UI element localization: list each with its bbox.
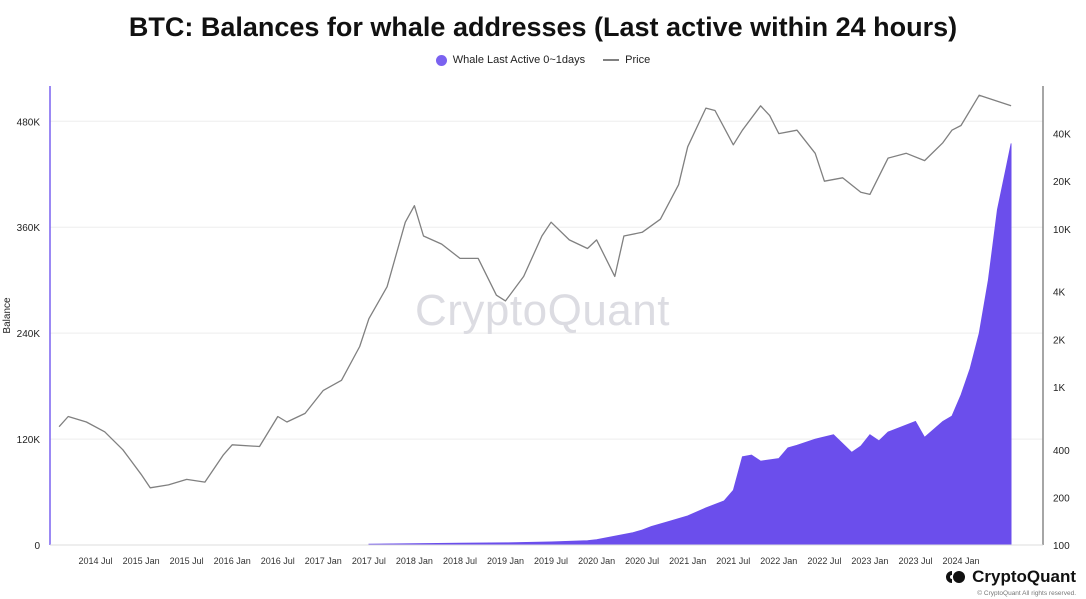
legend: Whale Last Active 0~1days Price bbox=[0, 54, 1086, 66]
x-tick-label: 2017 Jul bbox=[352, 556, 386, 566]
x-tick-label: 2014 Jul bbox=[79, 556, 113, 566]
x-tick-label: 2016 Jul bbox=[261, 556, 295, 566]
brand-name: CryptoQuant bbox=[972, 567, 1076, 586]
x-tick-label: 2016 Jan bbox=[214, 556, 251, 566]
x-tick-label: 2024 Jan bbox=[942, 556, 979, 566]
legend-label-price: Price bbox=[625, 54, 651, 66]
x-tick-label: 2023 Jul bbox=[898, 556, 932, 566]
x-tick-label: 2017 Jan bbox=[305, 556, 342, 566]
y-right-tick-label: 200 bbox=[1053, 493, 1070, 504]
legend-item-price[interactable]: Price bbox=[603, 54, 650, 66]
y-right-tick-label: 20K bbox=[1053, 177, 1071, 188]
x-tick-label: 2015 Jan bbox=[123, 556, 160, 566]
y-left-tick-label: 0 bbox=[34, 541, 40, 552]
copyright-text: © CryptoQuant All rights reserved. bbox=[977, 590, 1076, 597]
legend-item-whale[interactable]: Whale Last Active 0~1days bbox=[435, 54, 586, 66]
brand-logo: CryptoQuant bbox=[943, 567, 1076, 587]
x-tick-label: 2022 Jul bbox=[807, 556, 841, 566]
x-tick-label: 2023 Jan bbox=[851, 556, 888, 566]
y-left-tick-label: 120K bbox=[17, 435, 41, 446]
x-tick-label: 2015 Jul bbox=[170, 556, 204, 566]
series-price-line bbox=[58, 94, 1012, 489]
legend-label-whale: Whale Last Active 0~1days bbox=[452, 54, 586, 66]
y-right-tick-label: 100 bbox=[1053, 541, 1070, 552]
price-line bbox=[58, 94, 1012, 489]
y-axis-title: Balance bbox=[2, 297, 13, 334]
x-tick-label: 2022 Jan bbox=[760, 556, 797, 566]
x-tick-label: 2021 Jan bbox=[669, 556, 706, 566]
chart-title: BTC: Balances for whale addresses (Last … bbox=[128, 12, 958, 42]
y-right-tick-label: 4K bbox=[1053, 288, 1066, 299]
x-tick-label: 2019 Jan bbox=[487, 556, 524, 566]
series-whale-area bbox=[368, 143, 1012, 546]
x-tick-label: 2018 Jan bbox=[396, 556, 433, 566]
x-tick-label: 2021 Jul bbox=[716, 556, 750, 566]
y-right-tick-label: 40K bbox=[1053, 130, 1071, 141]
y-right-tick-label: 1K bbox=[1053, 383, 1066, 394]
whale-balance-area bbox=[368, 143, 1012, 546]
x-tick-label: 2019 Jul bbox=[534, 556, 568, 566]
y-left-tick-label: 240K bbox=[17, 329, 41, 340]
x-tick-label: 2018 Jul bbox=[443, 556, 477, 566]
y-left-tick-label: 480K bbox=[17, 117, 41, 128]
tick-labels: 0 120K 240K 360K 480K 100 200 400 1K 2K 4K 10K 20K 40… bbox=[2, 117, 1071, 566]
y-left-tick-label: 360K bbox=[17, 223, 41, 234]
cryptoquant-logo-icon bbox=[946, 571, 966, 583]
watermark: CryptoQuant bbox=[415, 286, 670, 335]
y-right-tick-label: 400 bbox=[1053, 446, 1070, 457]
legend-line-icon bbox=[603, 59, 620, 61]
y-right-tick-label: 2K bbox=[1053, 335, 1066, 346]
x-tick-label: 2020 Jan bbox=[578, 556, 615, 566]
x-tick-label: 2020 Jul bbox=[625, 556, 659, 566]
legend-dot-icon bbox=[435, 54, 447, 66]
axes bbox=[49, 86, 1044, 546]
y-right-tick-label: 10K bbox=[1053, 225, 1071, 236]
